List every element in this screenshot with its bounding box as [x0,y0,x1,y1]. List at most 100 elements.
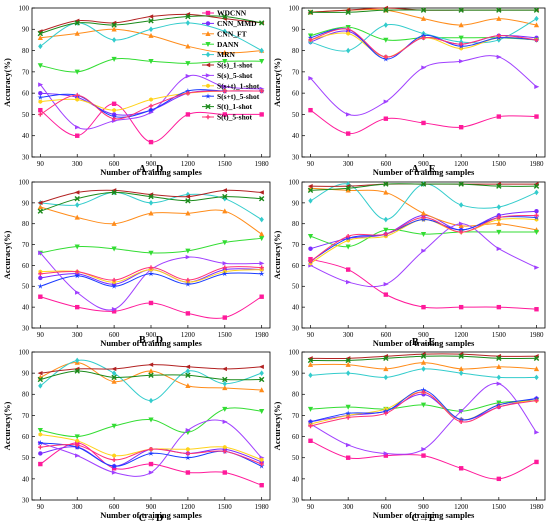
series-s-t-1-shot [307,353,540,364]
data-point [74,244,80,250]
series-mrn [308,366,539,381]
series-s-t-5-shot [38,265,264,283]
data-point [534,114,539,119]
data-point [185,470,191,475]
data-point [37,370,43,376]
y-tick-label: 70 [292,412,300,420]
data-point [534,84,540,89]
x-tick-label: 1980 [255,331,270,339]
data-point [383,116,389,121]
data-point [37,204,43,210]
data-point [38,275,43,281]
y-axis-label: Accuracy(%) [272,58,282,107]
series-s-t-1-shot [37,13,265,37]
chart-panel: 30 40 50 60 70 80 90 100 90 300 600 900 1200 1500 1980… [272,348,546,524]
data-point [222,28,227,35]
legend-item: MRN [202,50,235,59]
x-tick-label: 600 [381,160,392,168]
data-point [37,30,44,37]
data-point [496,246,502,251]
legend-marker [205,51,211,58]
data-point [222,84,228,89]
data-point [308,197,313,204]
x-tick-label: 900 [418,160,429,168]
data-point [148,461,154,467]
series-s-s-t-5-shot [37,270,265,289]
data-point [258,190,264,195]
data-point [458,125,464,130]
y-tick-label: 80 [292,391,300,399]
series-s-t-5-shot [38,88,264,121]
data-point [111,423,117,429]
data-point [383,54,389,60]
data-point [148,59,154,65]
x-tick-label: 600 [109,331,120,339]
data-point [496,204,502,210]
series-dann [37,56,265,75]
y-tick-label: 90 [292,199,300,207]
x-tick-label: 90 [37,331,45,339]
data-point [421,304,426,310]
data-point [38,250,44,256]
data-point [258,20,265,26]
data-point [533,229,540,235]
data-point [148,265,154,270]
data-point [148,450,154,456]
data-point [496,355,502,362]
series-cnn-ft [37,204,265,237]
series-wdcnn [308,438,539,482]
data-point [222,240,228,246]
legend-label: S(t)_5-shot [217,113,253,122]
data-point [383,99,389,104]
x-tick-label: 900 [418,503,429,511]
data-point [533,355,540,362]
panel-caption: A→E [412,164,436,175]
data-point [259,483,264,488]
data-point [458,22,464,28]
data-point [75,290,81,295]
plot-frame [301,181,546,329]
y-tick-label: 100 [289,348,300,356]
data-point [258,364,264,369]
data-point [420,353,427,359]
data-point [148,447,154,452]
data-point [421,453,426,458]
chart-panel: 30 40 50 60 70 80 90 100 90 300 600 900 1200 1500 1980… [2,4,271,177]
y-tick-label: 80 [292,220,300,228]
data-point [345,47,351,54]
x-axis-label: Number of training samples [100,510,202,520]
chart-panel: 30 40 50 60 70 80 90 100 90 300 600 900 1200 1500 1980… [2,348,271,524]
series-s-t-5-shot [38,442,264,467]
data-point [458,370,464,376]
panel-caption: C→E [412,513,436,524]
y-axis-label: Accuracy(%) [2,402,12,451]
series-s-t-5-shot [308,27,539,60]
data-point [148,139,154,145]
data-point [37,428,43,434]
y-tick-label: 80 [22,391,30,399]
data-point [38,112,43,117]
data-point [111,189,117,196]
data-point [185,368,191,374]
legend-marker [205,10,211,16]
y-tick-label: 90 [292,26,300,34]
data-point [259,88,264,94]
data-point [75,442,80,448]
data-point [420,387,427,393]
data-point [420,210,427,216]
data-point [383,22,389,28]
data-point [496,215,502,220]
data-point [38,82,44,87]
series-s-s-5-shot [308,221,540,288]
data-point [38,383,43,389]
data-point [259,261,265,266]
data-point [112,107,117,113]
data-point [420,402,427,408]
y-tick-label: 50 [22,454,30,462]
data-point [345,442,351,448]
x-tick-label: 1980 [255,503,270,511]
y-tick-label: 80 [22,47,30,55]
series-cnn-ft [307,359,540,372]
plot-frame [301,7,546,158]
x-axis-label: Number of training samples [373,510,475,520]
